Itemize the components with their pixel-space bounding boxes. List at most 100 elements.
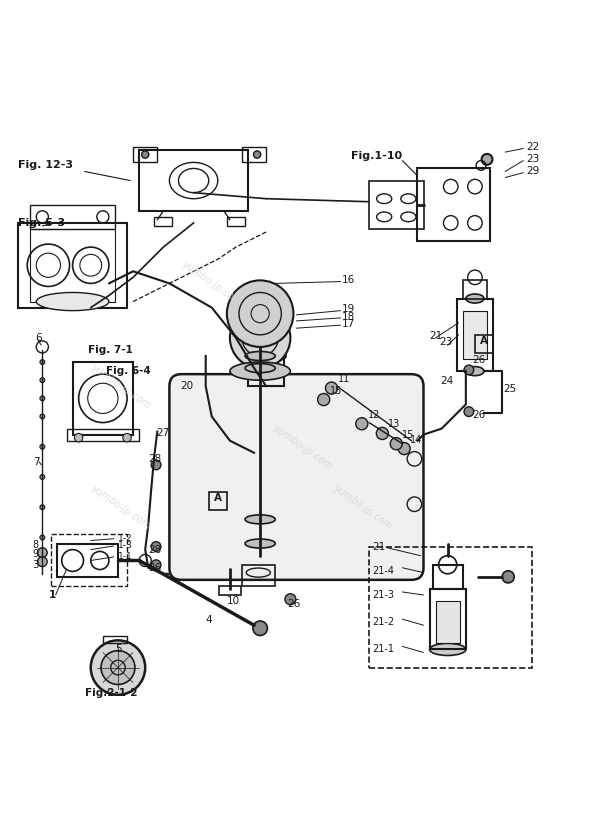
Ellipse shape xyxy=(247,350,286,362)
Ellipse shape xyxy=(482,154,492,165)
Bar xyxy=(463,281,487,298)
Circle shape xyxy=(356,417,368,430)
Circle shape xyxy=(253,151,261,158)
Text: 21-4: 21-4 xyxy=(372,566,394,576)
Text: Fig.2-1-2: Fig.2-1-2 xyxy=(85,688,137,698)
Text: A: A xyxy=(214,493,222,503)
Text: 1: 1 xyxy=(48,590,56,600)
Bar xyxy=(133,147,157,162)
Circle shape xyxy=(464,407,474,416)
Circle shape xyxy=(101,651,135,685)
Text: Fig. 5-3: Fig. 5-3 xyxy=(18,218,65,228)
Circle shape xyxy=(398,442,410,455)
Text: 21-2: 21-2 xyxy=(372,617,394,627)
Bar xyxy=(67,429,139,441)
Text: 26: 26 xyxy=(472,355,485,365)
Text: 15: 15 xyxy=(402,430,414,440)
Circle shape xyxy=(91,641,145,695)
Text: yumbo-jp.com: yumbo-jp.com xyxy=(180,259,243,307)
Text: 26: 26 xyxy=(472,411,485,421)
Circle shape xyxy=(123,433,131,442)
Bar xyxy=(18,223,127,307)
Bar xyxy=(430,589,466,650)
Ellipse shape xyxy=(245,539,275,548)
Text: 10: 10 xyxy=(227,596,240,606)
Text: 12: 12 xyxy=(368,410,380,420)
Circle shape xyxy=(40,553,45,558)
Ellipse shape xyxy=(245,352,275,361)
Circle shape xyxy=(40,444,45,449)
Circle shape xyxy=(253,621,267,636)
Circle shape xyxy=(40,396,45,401)
Text: A: A xyxy=(480,336,488,346)
Text: 27: 27 xyxy=(156,428,169,438)
Ellipse shape xyxy=(466,367,484,376)
Bar xyxy=(103,636,127,643)
Text: Fig. 7-1: Fig. 7-1 xyxy=(88,345,132,355)
Bar xyxy=(30,205,115,229)
Bar xyxy=(242,565,275,586)
Text: 5: 5 xyxy=(115,645,122,655)
Text: 4: 4 xyxy=(206,616,212,626)
Text: 25: 25 xyxy=(503,384,517,394)
Bar xyxy=(57,544,118,576)
Bar xyxy=(436,601,460,643)
Text: 21: 21 xyxy=(372,541,385,551)
Text: 29: 29 xyxy=(526,167,540,177)
Bar xyxy=(417,168,490,241)
Text: 23: 23 xyxy=(526,154,540,164)
Text: 26: 26 xyxy=(287,599,301,609)
Text: 8: 8 xyxy=(32,540,38,550)
Text: 17: 17 xyxy=(342,319,355,329)
Text: 21: 21 xyxy=(430,331,443,341)
Text: 21-1: 21-1 xyxy=(372,645,394,655)
Text: yumbo-jp.com: yumbo-jp.com xyxy=(90,483,152,531)
Text: 6: 6 xyxy=(35,333,42,343)
Circle shape xyxy=(38,556,47,566)
Bar xyxy=(463,311,487,359)
Circle shape xyxy=(142,151,149,158)
Text: Fig. 6-4: Fig. 6-4 xyxy=(106,367,151,377)
Bar xyxy=(369,181,424,229)
Ellipse shape xyxy=(245,363,275,372)
Circle shape xyxy=(285,594,296,605)
Circle shape xyxy=(151,541,161,551)
Text: 7: 7 xyxy=(33,456,40,467)
Bar xyxy=(209,492,227,511)
Circle shape xyxy=(318,393,330,406)
Text: 1-1: 1-1 xyxy=(118,551,132,561)
Circle shape xyxy=(227,281,293,347)
Text: 1-2: 1-2 xyxy=(118,533,132,542)
Ellipse shape xyxy=(230,362,290,380)
Text: 19: 19 xyxy=(342,304,355,314)
Text: 13: 13 xyxy=(388,419,401,429)
Text: yumbo-jp.com: yumbo-jp.com xyxy=(271,422,334,471)
Text: yumbo-jp.com: yumbo-jp.com xyxy=(90,362,152,411)
Circle shape xyxy=(464,365,474,375)
Ellipse shape xyxy=(36,292,109,311)
Circle shape xyxy=(40,505,45,510)
Text: 18: 18 xyxy=(342,312,355,322)
Text: 1-3: 1-3 xyxy=(118,541,132,550)
Bar xyxy=(227,217,245,226)
Bar xyxy=(154,217,172,226)
Bar xyxy=(219,586,241,595)
Text: 3: 3 xyxy=(32,560,39,570)
Circle shape xyxy=(40,378,45,382)
Text: yumbo-jp.com: yumbo-jp.com xyxy=(332,483,394,531)
Text: 23: 23 xyxy=(439,337,453,347)
Circle shape xyxy=(151,560,161,570)
Circle shape xyxy=(376,427,388,440)
Text: 22: 22 xyxy=(526,142,540,152)
Ellipse shape xyxy=(245,515,275,524)
Ellipse shape xyxy=(430,643,466,656)
Text: Fig. 12-3: Fig. 12-3 xyxy=(18,161,73,171)
Bar xyxy=(242,147,266,162)
Circle shape xyxy=(38,548,47,557)
Bar xyxy=(248,356,284,387)
Text: 26: 26 xyxy=(148,563,162,573)
Text: 16: 16 xyxy=(342,276,355,286)
Text: 21-3: 21-3 xyxy=(372,590,394,600)
Circle shape xyxy=(390,437,402,450)
Text: 20: 20 xyxy=(180,382,194,392)
